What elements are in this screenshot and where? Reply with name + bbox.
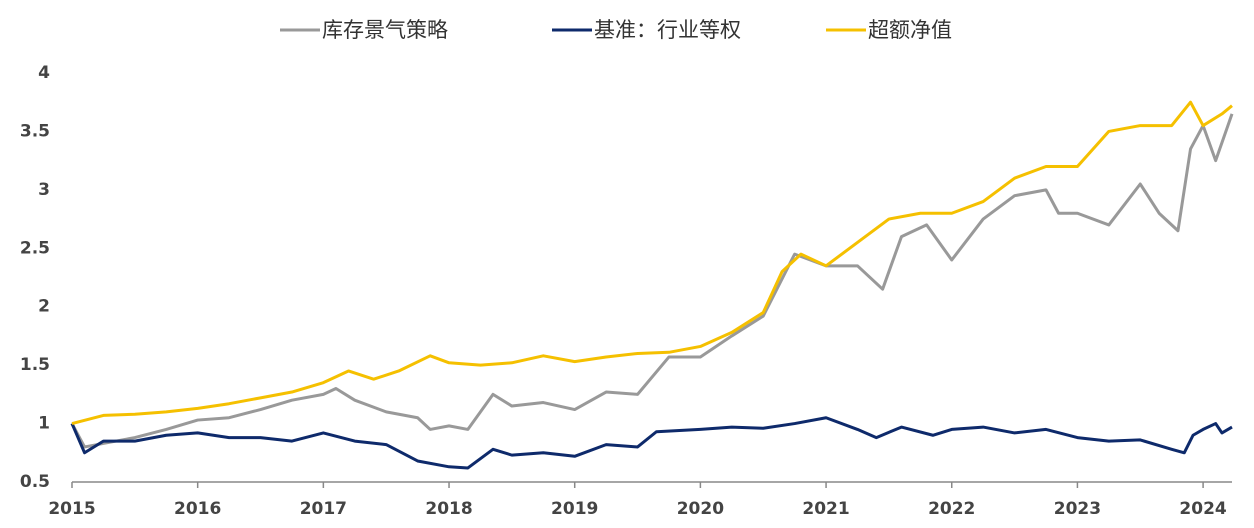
legend-label: 基准：行业等权: [594, 18, 741, 42]
series-line: [70, 416, 1233, 470]
y-tick-label: 4: [38, 63, 50, 83]
x-tick-label: 2024: [1179, 499, 1226, 519]
x-tick-label: 2023: [1054, 499, 1101, 519]
x-tick-label: 2020: [677, 499, 724, 519]
y-tick-label: 2: [38, 297, 50, 317]
x-tick-label: 2015: [48, 499, 95, 519]
legend-label: 超额净值: [868, 18, 952, 42]
y-tick-label: 3.5: [20, 121, 50, 141]
y-tick-label: 3: [38, 180, 50, 200]
series-line: [70, 113, 1234, 449]
y-tick-label: 1.5: [20, 355, 50, 375]
x-tick-label: 2021: [802, 499, 849, 519]
y-tick-label: 0.5: [20, 472, 50, 492]
x-tick-label: 2019: [551, 499, 598, 519]
x-tick-label: 2017: [300, 499, 347, 519]
y-tick-label: 1: [38, 414, 50, 434]
legend-label: 库存景气策略: [322, 18, 448, 42]
series-line: [71, 100, 1233, 426]
y-tick-label: 2.5: [20, 238, 50, 258]
x-tick-label: 2016: [174, 499, 221, 519]
x-tick-label: 2022: [928, 499, 975, 519]
x-tick-label: 2018: [425, 499, 472, 519]
